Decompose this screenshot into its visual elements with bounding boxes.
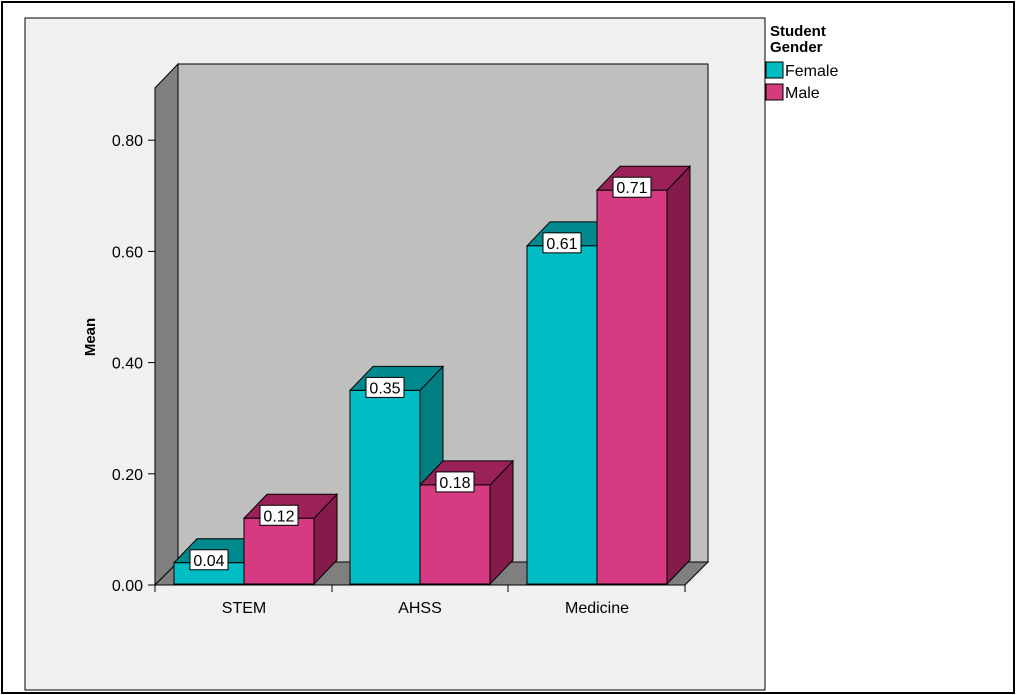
data-label-box	[542, 232, 582, 254]
data-label-box	[189, 549, 229, 571]
data-label-box	[612, 176, 652, 198]
data-label: 0.71	[616, 180, 647, 197]
legend-title-line-2: Gender	[770, 39, 823, 56]
y-tick-label: 0.00	[112, 578, 143, 595]
bar-front-face	[526, 245, 598, 585]
data-label: 0.04	[193, 553, 224, 570]
y-tick-label: 0.20	[112, 467, 143, 484]
data-label-box	[365, 376, 405, 398]
x-tick-label: AHSS	[398, 600, 442, 617]
bars: 0.04 0.12 0.35 0.18 0.61 0.71	[172, 164, 692, 586]
bar-male-stem: 0.12	[242, 493, 339, 586]
legend: Student Gender Female Male	[765, 23, 838, 102]
x-tick-label: STEM	[222, 600, 266, 617]
bar-male-ahss: 0.18	[418, 459, 515, 586]
x-axis-ticks: STEM AHSS Medicine	[154, 585, 686, 617]
y-axis-title: Mean	[82, 318, 99, 356]
y-tick-label: 0.80	[112, 133, 143, 150]
y-tick-label: 0.60	[112, 244, 143, 261]
bar-front-face	[243, 517, 315, 585]
legend-swatch-female	[765, 61, 784, 79]
data-label-box	[259, 504, 299, 526]
bar-male-medicine: 0.71	[595, 164, 692, 586]
bar-side-face	[666, 164, 691, 586]
data-label: 0.12	[263, 508, 294, 525]
legend-title-line-1: Student	[770, 23, 826, 40]
data-label: 0.61	[546, 236, 577, 253]
legend-label-male: Male	[785, 85, 820, 102]
x-tick-label: Medicine	[565, 600, 629, 617]
legend-swatch-male	[765, 83, 784, 101]
y-tick-label: 0.40	[112, 356, 143, 373]
bar-front-face	[419, 484, 491, 585]
bar-front-face	[349, 389, 421, 585]
data-label: 0.35	[369, 380, 400, 397]
legend-label-female: Female	[785, 63, 838, 80]
y-axis-ticks: 0.00 0.20 0.40 0.60 0.80	[112, 133, 155, 595]
data-label-box	[435, 471, 475, 493]
data-label: 0.18	[439, 475, 470, 492]
bar-front-face	[596, 189, 668, 585]
side-wall	[154, 62, 179, 587]
